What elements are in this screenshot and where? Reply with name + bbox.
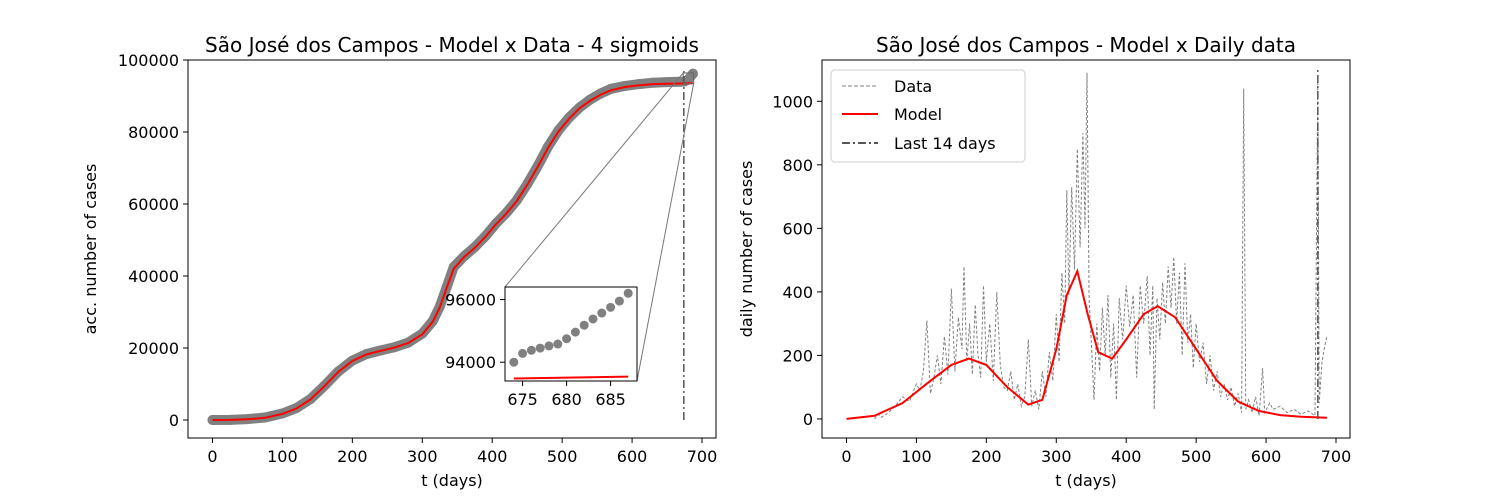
left-data-point — [662, 77, 673, 88]
legend-model-label: Model — [894, 105, 942, 124]
inset-data-point — [588, 314, 598, 324]
left-x-ticks: 0 100 200 300 400 500 600 700 — [207, 438, 717, 466]
left-ytick-label-0: 0 — [169, 411, 179, 430]
zoom-connector-top — [504, 72, 684, 288]
inset-xtick-label-680: 680 — [551, 390, 582, 409]
right-xtick-label-100: 100 — [901, 447, 932, 466]
right-y-ticks: 0 200 400 600 800 1000 — [772, 92, 822, 429]
right-xtick-label-600: 600 — [1251, 447, 1282, 466]
left-axes-frame — [187, 59, 717, 439]
inset-data-point — [597, 308, 607, 318]
right-xtick-label-0: 0 — [841, 447, 851, 466]
right-ytick-label-600: 600 — [782, 219, 813, 238]
legend-data-label: Data — [894, 77, 932, 96]
right-x-ticks: 0 100 200 300 400 500 600 700 — [841, 438, 1351, 466]
right-ytick-label-0: 0 — [803, 410, 813, 429]
inset-ytick-label-96000: 96000 — [445, 291, 496, 310]
inset-data-point — [606, 302, 616, 312]
inset-data-point — [535, 343, 545, 353]
inset-data-point — [526, 345, 536, 355]
left-ytick-label-60000: 60000 — [128, 195, 179, 214]
legend: Data Model Last 14 days — [830, 69, 1026, 163]
right-ytick-label-800: 800 — [782, 156, 813, 175]
left-plot-area — [187, 59, 717, 439]
zoom-connector-bottom — [636, 83, 695, 382]
left-data-point — [207, 415, 218, 425]
right-axes-frame — [821, 59, 1351, 439]
left-chart: São José dos Campos - Model x Data - 4 s… — [81, 33, 717, 490]
right-plot-area — [821, 59, 1351, 439]
right-xtick-label-400: 400 — [1111, 447, 1142, 466]
right-chart-title: São José dos Campos - Model x Daily data — [876, 33, 1296, 57]
left-y-axis-label: acc. number of cases — [81, 164, 100, 335]
inset-xtick-label-685: 685 — [595, 390, 626, 409]
inset-data-point — [570, 327, 580, 337]
left-ytick-label-40000: 40000 — [128, 267, 179, 286]
inset-xtick-label-675: 675 — [507, 390, 538, 409]
right-model-curve — [846, 268, 1327, 420]
left-ytick-label-20000: 20000 — [128, 339, 179, 358]
left-ytick-label-100000: 100000 — [118, 51, 179, 70]
left-data-point — [648, 77, 659, 88]
right-ytick-label-200: 200 — [782, 346, 813, 365]
inset-data-point — [562, 334, 572, 344]
inset-data-point — [614, 296, 624, 306]
left-xtick-label-300: 300 — [407, 447, 438, 466]
inset-zoom: 675 680 685 94000 96000 — [445, 72, 695, 409]
left-xtick-label-600: 600 — [617, 447, 648, 466]
left-ytick-label-80000: 80000 — [128, 123, 179, 142]
zoom-indicator-box — [682, 72, 695, 85]
inset-data-point — [579, 320, 589, 330]
right-y-axis-label: daily number of cases — [737, 161, 756, 338]
left-xtick-label-500: 500 — [547, 447, 578, 466]
left-y-ticks: 0 20000 40000 60000 80000 100000 — [118, 51, 188, 430]
right-x-axis-label: t (days) — [1055, 471, 1117, 490]
left-model-curve — [212, 82, 693, 421]
left-xtick-label-200: 200 — [337, 447, 368, 466]
inset-data-point — [553, 339, 563, 349]
inset-data-point — [509, 357, 519, 367]
inset-model-curve — [513, 375, 629, 380]
inset-ytick-label-94000: 94000 — [445, 353, 496, 372]
left-chart-title: São José dos Campos - Model x Data - 4 s… — [205, 33, 699, 57]
left-xtick-label-700: 700 — [687, 447, 718, 466]
left-xtick-label-100: 100 — [267, 447, 298, 466]
left-xtick-label-0: 0 — [207, 447, 217, 466]
legend-last14-label: Last 14 days — [894, 134, 996, 153]
left-data-point — [634, 79, 645, 90]
right-ytick-label-1000: 1000 — [772, 92, 813, 111]
right-xtick-label-700: 700 — [1321, 447, 1352, 466]
left-data-point — [687, 68, 698, 79]
legend-box — [830, 69, 1026, 163]
inset-frame — [504, 286, 638, 382]
inset-data-point — [623, 288, 633, 298]
inset-data-point — [518, 348, 528, 358]
left-x-axis-label: t (days) — [421, 471, 483, 490]
right-xtick-label-500: 500 — [1181, 447, 1212, 466]
left-xtick-label-400: 400 — [477, 447, 508, 466]
inset-data-point — [544, 341, 554, 351]
right-chart: São José dos Campos - Model x Daily data… — [737, 33, 1351, 490]
right-ytick-label-400: 400 — [782, 283, 813, 302]
right-xtick-label-300: 300 — [1041, 447, 1072, 466]
right-daily-data-line — [874, 72, 1328, 420]
right-xtick-label-200: 200 — [971, 447, 1002, 466]
